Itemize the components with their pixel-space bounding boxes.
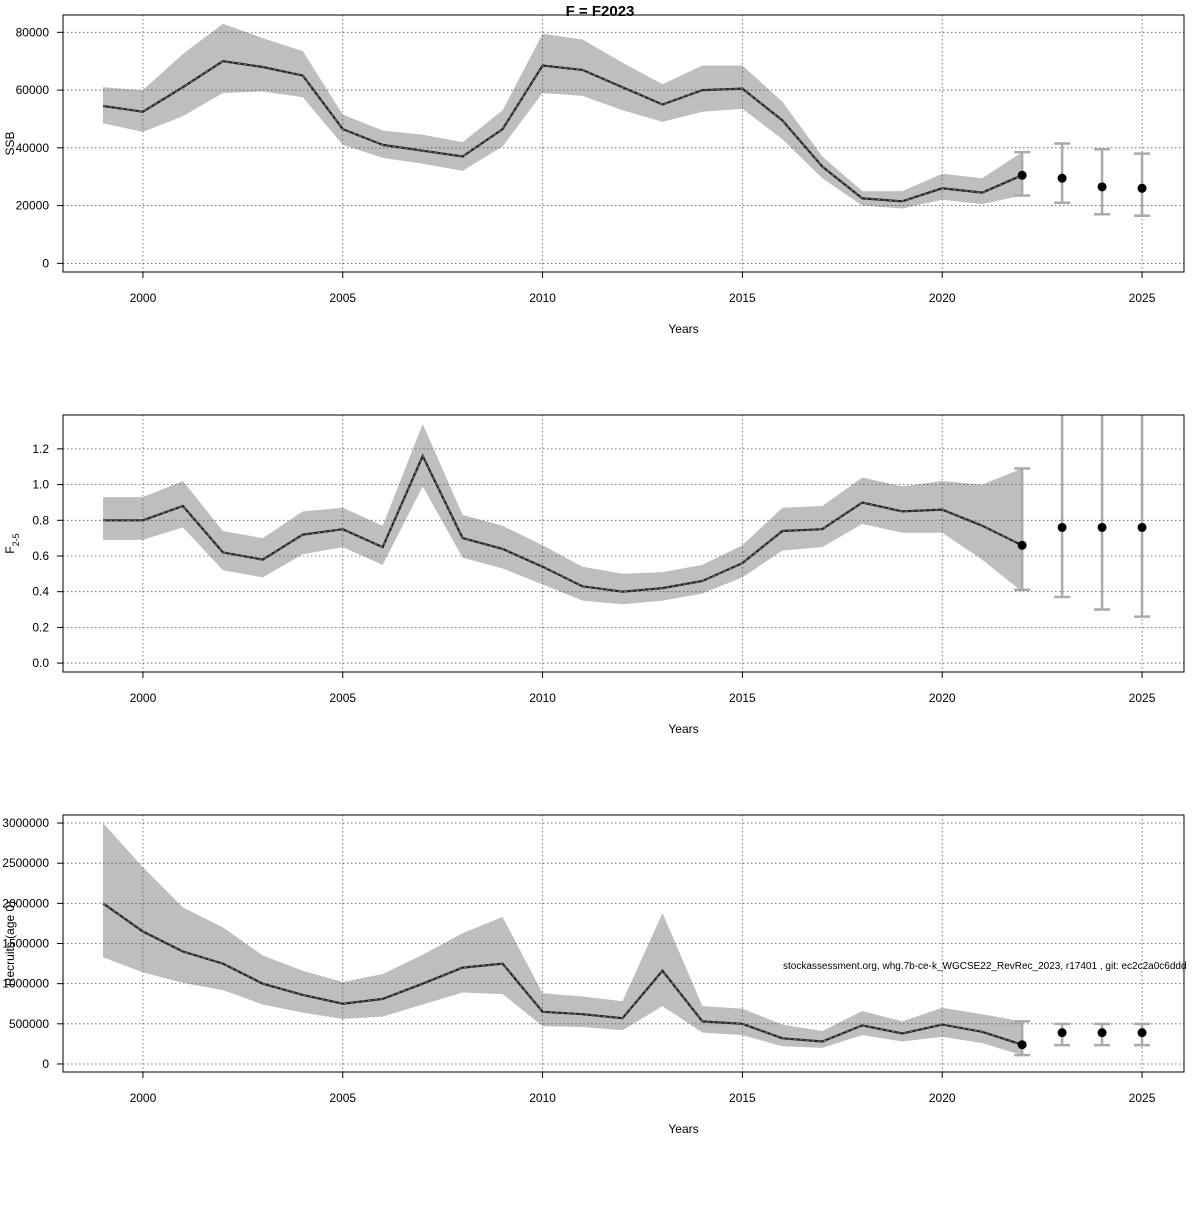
x-tick-label: 2010: [529, 291, 556, 305]
y-tick-label: 2500000: [2, 856, 49, 870]
y-tick-label: 0: [42, 256, 49, 270]
y-tick-label: 0.6: [32, 549, 49, 563]
forecast-point: [1057, 522, 1067, 532]
x-axis-title: Years: [668, 722, 698, 736]
x-tick-label: 2005: [329, 1091, 356, 1105]
x-tick-label: 2025: [1129, 1091, 1156, 1105]
x-axis-title: Years: [668, 322, 698, 336]
y-tick-label: 1.2: [32, 442, 49, 456]
panel-2: 2000 2005 2010 2015 2020 2025 0.0 0.2 0.4 0.6 0.8 1…: [3, 414, 1185, 736]
y-tick-label: 40000: [16, 141, 50, 155]
forecast-point: [1097, 522, 1107, 532]
forecast-point: [1017, 170, 1027, 180]
y-tick-label: 0.8: [32, 513, 49, 527]
y-tick-label: 2000000: [2, 896, 49, 910]
confidence-band: [103, 23, 1023, 209]
x-tick-label: 2015: [729, 691, 756, 705]
y-tick-label: 1000000: [2, 977, 49, 991]
y-tick-label: 500000: [9, 1017, 49, 1031]
x-tick-label: 2000: [130, 1091, 157, 1105]
plot-area: [63, 415, 1184, 672]
x-tick-label: 2015: [729, 291, 756, 305]
plot-area: [63, 15, 1184, 272]
y-axis-title: SSB: [3, 131, 17, 155]
forecast-point: [1057, 173, 1067, 183]
y-tick-label: 1.0: [32, 478, 49, 492]
panel-1: 2000 2005 2010 2015 2020 2025 0 20000 40000 60000…: [3, 14, 1185, 336]
x-tick-label: 2005: [329, 691, 356, 705]
x-axis-title: Years: [668, 1122, 698, 1136]
x-tick-label: 2005: [329, 291, 356, 305]
y-tick-label: 3000000: [2, 816, 49, 830]
forecast-point: [1017, 1040, 1027, 1050]
y-axis-title-subscript: 2-5: [11, 533, 21, 546]
forecast-point: [1057, 1028, 1067, 1038]
y-tick-label: 0: [42, 1057, 49, 1071]
estimate-line-dash: [102, 902, 1023, 1046]
x-tick-label: 2020: [929, 691, 956, 705]
x-tick-label: 2025: [1129, 291, 1156, 305]
x-tick-label: 2000: [130, 291, 157, 305]
forecast-point: [1017, 540, 1027, 550]
main-title: F = F2023: [566, 3, 635, 20]
y-tick-label: 80000: [16, 25, 50, 39]
y-tick-label: 1500000: [2, 937, 49, 951]
forecast-point: [1137, 183, 1147, 193]
forecast-point: [1137, 522, 1147, 532]
panel-3: 2000 2005 2010 2015 2020 2025 0 500000 1000000 15…: [2, 814, 1185, 1136]
forecast-point: [1137, 1028, 1147, 1038]
x-tick-label: 2010: [529, 691, 556, 705]
panel-frame: [62, 14, 1185, 273]
estimate-line-dash: [102, 60, 1023, 202]
y-tick-label: 0.2: [32, 620, 49, 634]
plot-area: [63, 815, 1184, 1072]
y-axis-title: Recruits (age 0): [3, 901, 17, 986]
y-tick-label: 0.0: [32, 656, 49, 670]
x-tick-label: 2015: [729, 1091, 756, 1105]
y-tick-label: 0.4: [32, 585, 49, 599]
y-axis-title: F2-5: [3, 533, 21, 553]
panel-frame: [62, 414, 1185, 673]
confidence-band: [103, 823, 1023, 1056]
footer-note: stockassessment.org, whg.7b-ce-k_WGCSE22…: [783, 961, 1187, 972]
x-tick-label: 2025: [1129, 691, 1156, 705]
forecast-point: [1097, 182, 1107, 192]
x-tick-label: 2000: [130, 691, 157, 705]
x-tick-label: 2020: [929, 291, 956, 305]
confidence-band: [103, 423, 1023, 605]
estimate-line-dash: [103, 454, 1023, 593]
x-tick-label: 2010: [529, 1091, 556, 1105]
x-tick-label: 2020: [929, 1091, 956, 1105]
y-tick-label: 60000: [16, 83, 50, 97]
y-tick-label: 20000: [16, 199, 50, 213]
forecast-point: [1097, 1028, 1107, 1038]
